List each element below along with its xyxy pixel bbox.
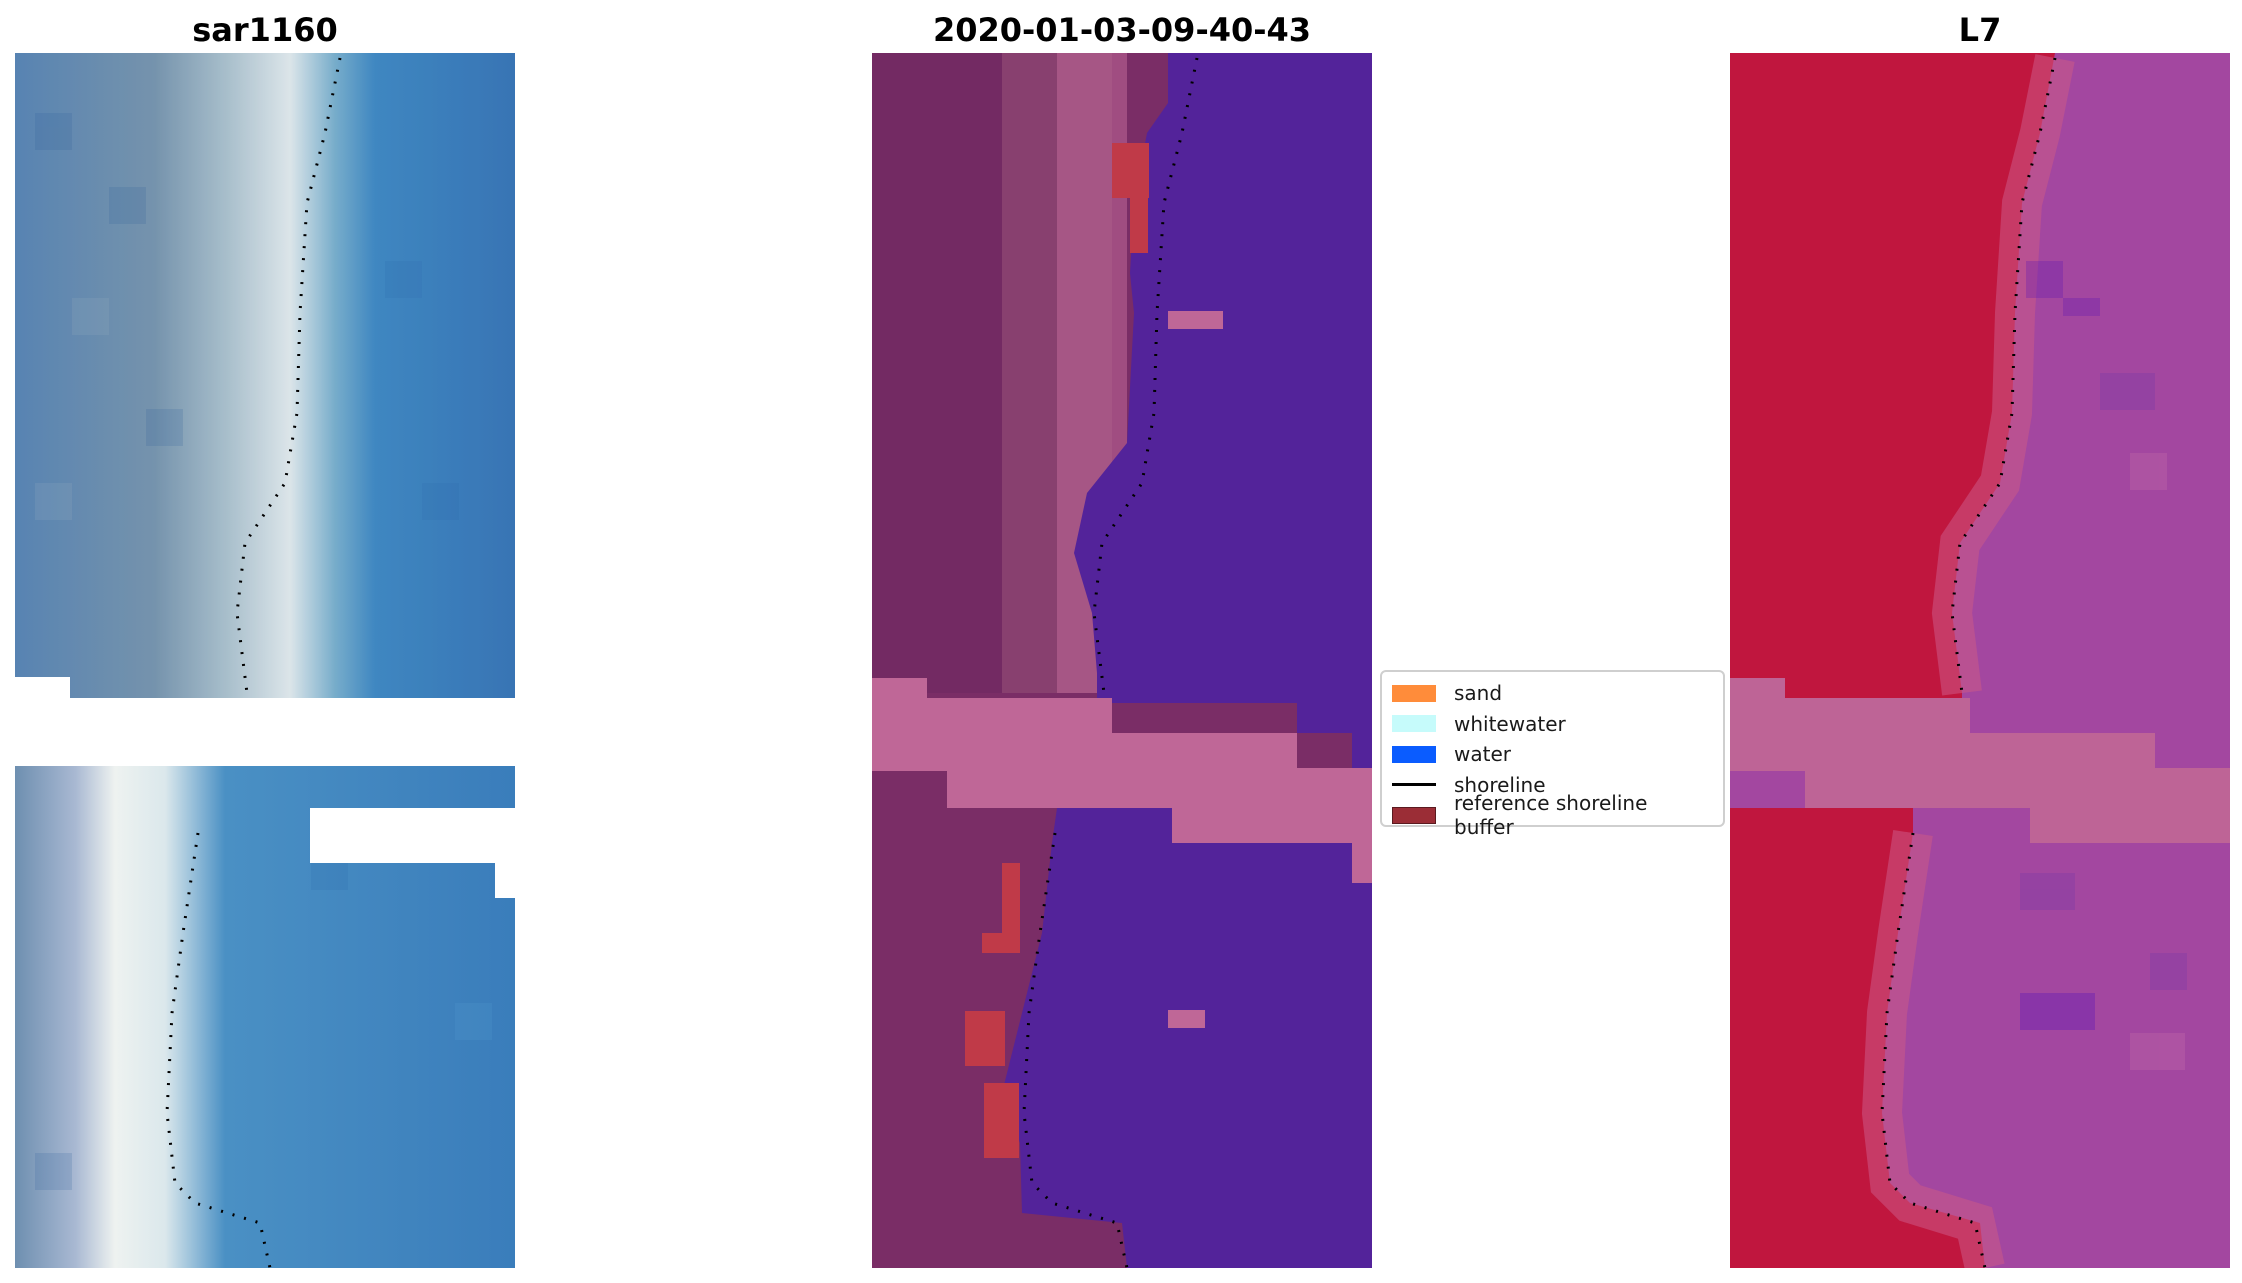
water-swatch	[1392, 745, 1436, 763]
classified-image-panel	[872, 53, 1372, 1268]
classified-image	[872, 53, 1372, 1268]
rgb-image	[15, 53, 515, 1268]
legend-item-sand: sand	[1392, 678, 1713, 709]
legend-label-water: water	[1454, 742, 1511, 767]
legend-label-shoreline: shoreline	[1454, 772, 1546, 797]
panel-title-classified: 2020-01-03-09-40-43	[932, 11, 1312, 49]
l7-image	[1730, 53, 2230, 1268]
legend-item-whitewater: whitewater	[1392, 709, 1713, 740]
shoreline-swatch	[1392, 783, 1436, 787]
reference-buffer-swatch	[1392, 806, 1436, 824]
legend-item-shoreline: shoreline	[1392, 770, 1713, 801]
legend-item-reference-buffer: reference shoreline buffer	[1392, 791, 1713, 839]
legend: sand whitewater water shoreline referenc…	[1380, 670, 1725, 839]
whitewater-swatch	[1392, 715, 1436, 733]
legend-item-water: water	[1392, 739, 1713, 770]
legend-label-whitewater: whitewater	[1454, 711, 1566, 736]
legend-label-sand: sand	[1454, 681, 1503, 706]
sand-swatch	[1392, 684, 1436, 702]
panel-title-l7: L7	[1958, 11, 2002, 49]
rgb-image-panel	[15, 53, 515, 1268]
l7-image-panel	[1730, 53, 2230, 1268]
panel-title-rgb: sar1160	[192, 11, 338, 49]
legend-label-reference-buffer: reference shoreline buffer	[1454, 791, 1648, 840]
